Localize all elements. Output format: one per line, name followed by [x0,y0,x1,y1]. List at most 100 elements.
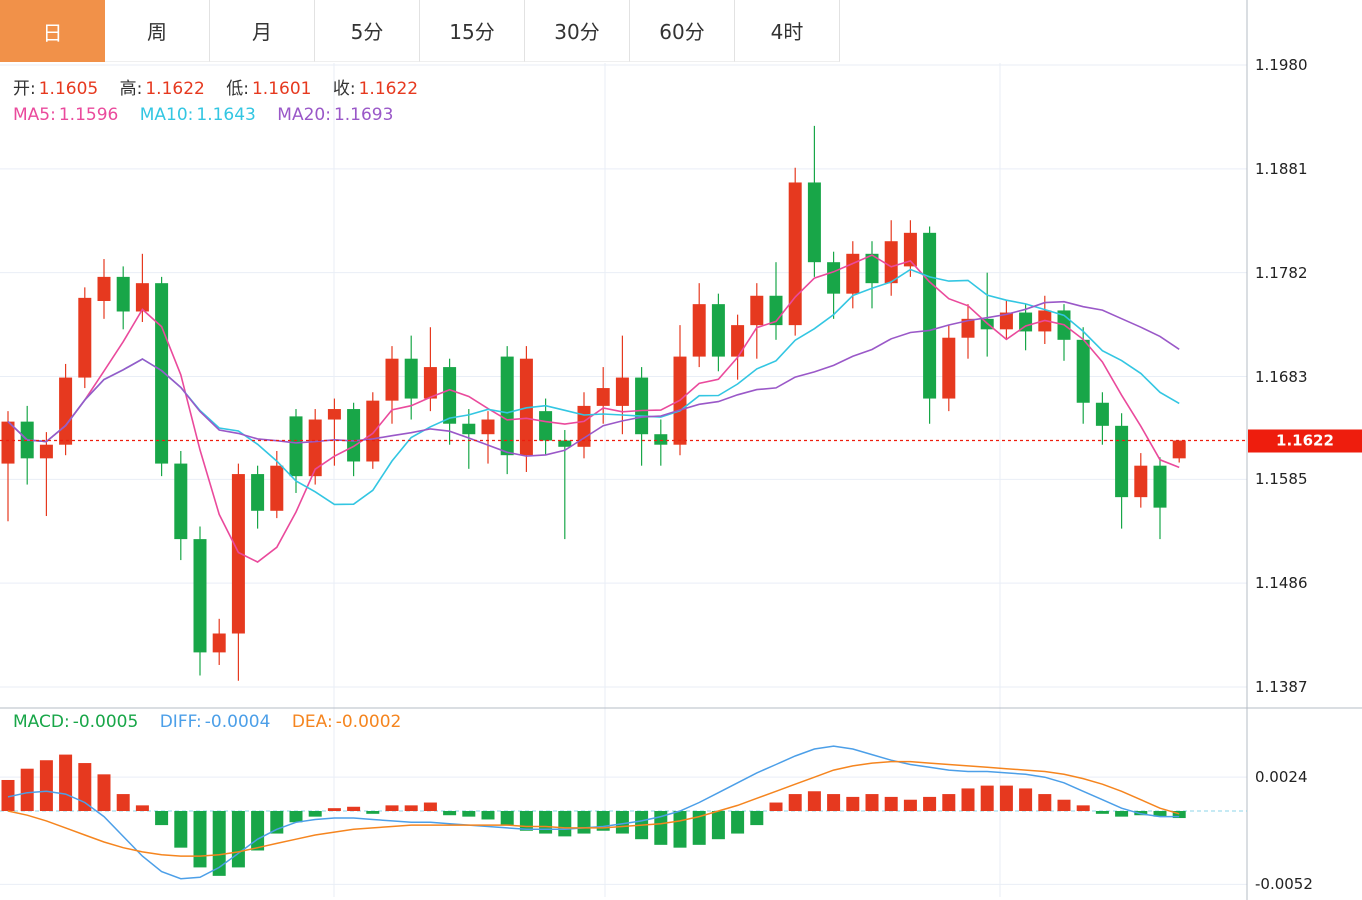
close-value: 1.1622 [358,79,419,99]
tab-60min[interactable]: 60分 [630,0,735,62]
tab-month[interactable]: 月 [210,0,315,62]
diff-label: DIFF: [159,712,202,732]
macd-bar [500,811,514,826]
macd-bar [788,794,802,811]
macd-bar [923,796,937,811]
price-axis-label: 1.1387 [1255,678,1308,696]
candle-body [903,232,917,267]
macd-bar [308,811,322,817]
candle-body [1153,465,1167,508]
macd-bar [654,811,668,845]
macd-bar [327,808,341,811]
macd-bar [884,796,898,811]
low-label: 低: [226,79,249,99]
candle-body [443,367,457,424]
ma10-line [7,268,1180,506]
candle-body [692,304,706,357]
dea-item: DEA: -0.0002 [292,712,402,732]
macd-bar [270,811,284,834]
candle-body [999,312,1013,330]
candle-body [135,283,149,312]
macd-bar [999,785,1013,811]
price-axis-label: 1.1486 [1255,574,1308,593]
ma20-label: MA20: [277,105,331,125]
dea-label: DEA: [291,712,333,732]
high-value: 1.1622 [145,79,205,99]
macd-axis-label: -0.0052 [1255,875,1313,894]
macd-bar [615,811,629,834]
candle-body [231,474,245,634]
tab-5min[interactable]: 5分 [315,0,420,62]
price-axis-label: 1.1782 [1255,263,1308,282]
price-axis-label: 1.1881 [1255,159,1308,178]
macd-bar [231,811,245,868]
macd-bar [1076,805,1090,811]
candle-body [1172,440,1186,459]
candle-body [155,283,169,464]
high-label: 高: [119,79,143,99]
macd-bar [769,802,783,811]
candle-body [212,633,226,653]
macd-bar [1019,788,1033,811]
candle-body [462,423,476,435]
candle-body [423,367,437,399]
macd-bar [39,760,53,811]
macd-bar [135,805,149,811]
dea-value: -0.0002 [335,712,402,732]
candle-body [193,539,207,653]
candle-body [270,465,284,511]
candle-body [59,377,73,445]
macd-bar [97,774,111,811]
macd-bar [731,811,745,834]
price-axis-label: 1.1585 [1255,470,1308,489]
macd-bar [846,796,860,811]
macd-bar [827,794,841,811]
candle-body [1,421,15,464]
ma5-item: MA5: 1.1596 [13,105,118,125]
macd-bar [443,811,457,816]
ma20-item: MA20: 1.1693 [277,105,393,125]
macd-bar [807,791,821,811]
candle-body [788,182,802,326]
open-label: 开: [13,79,36,99]
diff-item: DIFF: -0.0004 [160,712,271,732]
open-item: 开: 1.1605 [13,79,98,99]
macd-bar [673,811,687,848]
tab-week[interactable]: 周 [105,0,210,62]
macd-bar [251,811,265,851]
tab-30min[interactable]: 30分 [525,0,630,62]
tab-day[interactable]: 日 [0,0,105,62]
macd-bar [404,805,418,811]
candle-body [519,358,533,456]
macd-bar [1,779,15,811]
macd-bar [20,768,34,811]
macd-bar [1153,811,1167,817]
candle-body [404,358,418,399]
ma10-value: 1.1643 [196,105,256,125]
ma10-item: MA10: 1.1643 [140,105,256,125]
tab-4hour[interactable]: 4时 [735,0,840,62]
macd-bar [980,785,994,811]
macd-axis-label: 0.0024 [1255,768,1308,787]
macd-bar [1172,811,1186,819]
macd-value: -0.0005 [72,712,139,732]
macd-bar [481,811,495,820]
candle-body [961,318,975,338]
candle-body [308,419,322,477]
candle-body [558,440,572,447]
macd-bar [942,794,956,811]
timeframe-tabbar: 日 周 月 5分 15分 30分 60分 4时 [0,0,840,62]
ma5-value: 1.1596 [58,105,119,125]
macd-bar [519,811,533,831]
candle-body [750,295,764,326]
candle-body [923,232,937,399]
candle-body [116,276,130,312]
candle-body [711,304,725,357]
tab-15min[interactable]: 15分 [420,0,525,62]
candle-body [1019,312,1033,332]
ma20-value: 1.1693 [333,105,394,125]
macd-bar [78,763,92,811]
candle-body [385,358,399,401]
candle-body [731,325,745,357]
